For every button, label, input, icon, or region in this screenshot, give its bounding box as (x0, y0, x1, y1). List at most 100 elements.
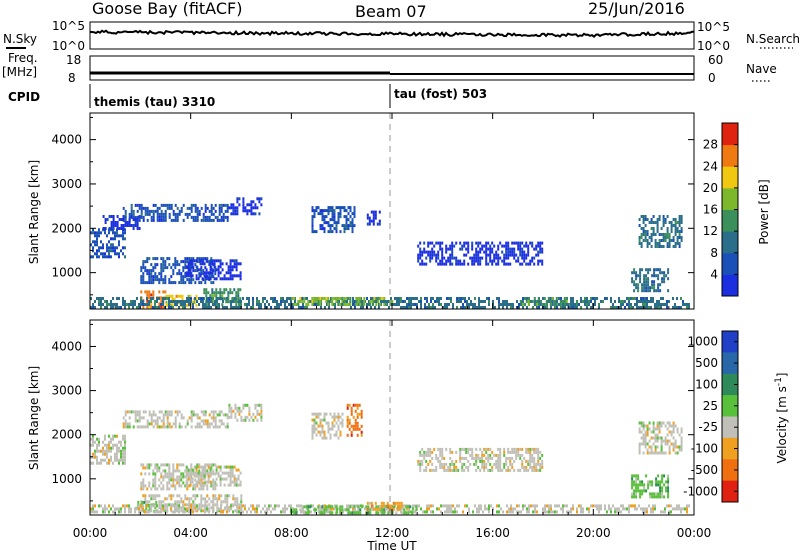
power-cell (650, 239, 653, 242)
velocity-cell (674, 445, 677, 449)
velocity-cell (228, 403, 231, 407)
power-cell (533, 297, 536, 300)
velocity-cell (517, 450, 520, 454)
power-cell (197, 268, 200, 272)
velocity-cell (496, 510, 498, 514)
velocity-cell (194, 478, 197, 482)
velocity-cell (207, 474, 210, 478)
power-cell (120, 224, 123, 227)
velocity-cell (469, 462, 472, 466)
power-cell (662, 233, 665, 236)
power-cell (203, 288, 206, 292)
power-cell (644, 239, 647, 242)
velocity-cell (528, 507, 530, 511)
velocity-cell (666, 427, 669, 431)
velocity-cell (325, 505, 328, 509)
velocity-cell (194, 509, 197, 513)
power-cell (180, 278, 183, 282)
velocity-cell (331, 424, 334, 428)
velocity-cell (162, 509, 165, 513)
velocity-cell (223, 471, 226, 475)
power-cell (154, 306, 156, 309)
power-cell (664, 236, 667, 239)
power-cell (337, 221, 340, 225)
velocity-cell (503, 447, 506, 451)
power-cell (672, 245, 675, 248)
power-cell (527, 253, 530, 257)
velocity-cell (350, 412, 353, 416)
power-cell (463, 262, 466, 266)
velocity-cell (668, 445, 671, 449)
power-cell (330, 300, 332, 303)
power-cell (208, 275, 211, 279)
velocity-cell (657, 483, 660, 487)
power-cell (658, 242, 661, 245)
velocity-cell (628, 510, 630, 514)
power-cell (194, 269, 197, 273)
power-cell (182, 269, 185, 273)
velocity-cell (596, 504, 598, 508)
power-cell (306, 306, 308, 309)
velocity-cell (230, 412, 233, 416)
velocity-cell (193, 471, 196, 475)
power-cell (682, 303, 684, 306)
power-cell (190, 215, 193, 219)
power-cell (485, 250, 488, 254)
velocity-cell (234, 403, 237, 407)
velocity-cell (635, 483, 638, 487)
power-cell (142, 300, 144, 303)
velocity-cell (108, 449, 110, 453)
power-cell (460, 306, 462, 309)
velocity-cell (292, 507, 294, 511)
velocity-cell (390, 504, 393, 508)
velocity-cell (106, 449, 108, 453)
velocity-cell (444, 504, 446, 508)
power-cell (142, 206, 145, 210)
velocity-cell (676, 507, 678, 511)
power-cell (378, 303, 380, 306)
power-cell (493, 259, 496, 263)
power-cell (641, 268, 644, 272)
velocity-cell (118, 510, 120, 514)
power-cell (224, 306, 226, 309)
velocity-cell (497, 465, 500, 469)
velocity-cell (201, 471, 204, 475)
power-cell (180, 303, 182, 306)
power-cell (521, 262, 524, 266)
power-cell (539, 259, 542, 263)
velocity-cell (445, 468, 448, 472)
velocity-cell (556, 504, 558, 508)
power-cell (203, 291, 206, 295)
velocity-cell (618, 507, 620, 511)
power-cell (112, 227, 115, 230)
power-cell (223, 297, 226, 301)
velocity-cell (270, 504, 272, 508)
velocity-cell (562, 507, 564, 511)
power-cell (390, 297, 392, 300)
power-cell (342, 303, 344, 306)
velocity-cell (230, 415, 233, 419)
power-cell (639, 271, 642, 275)
velocity-cell (200, 494, 203, 498)
power-cell (222, 212, 225, 216)
velocity-cell (212, 425, 215, 429)
power-cell (331, 303, 334, 306)
power-cell (207, 277, 210, 281)
power-cell (648, 236, 651, 239)
power-cell (124, 218, 127, 222)
power-cell (366, 216, 369, 220)
power-cell (351, 224, 354, 228)
velocity-cell (118, 507, 120, 511)
power-colorbar-tick-label: 12 (703, 224, 718, 238)
velocity-cell (134, 419, 137, 423)
velocity-cell (208, 503, 211, 507)
power-cell (488, 297, 490, 300)
velocity-cell (209, 468, 212, 472)
power-cell (341, 297, 344, 300)
velocity-cell (228, 494, 231, 498)
power-cell (242, 203, 245, 207)
velocity-cell (346, 421, 349, 425)
velocity-cell (244, 403, 247, 407)
power-cell (219, 291, 222, 295)
